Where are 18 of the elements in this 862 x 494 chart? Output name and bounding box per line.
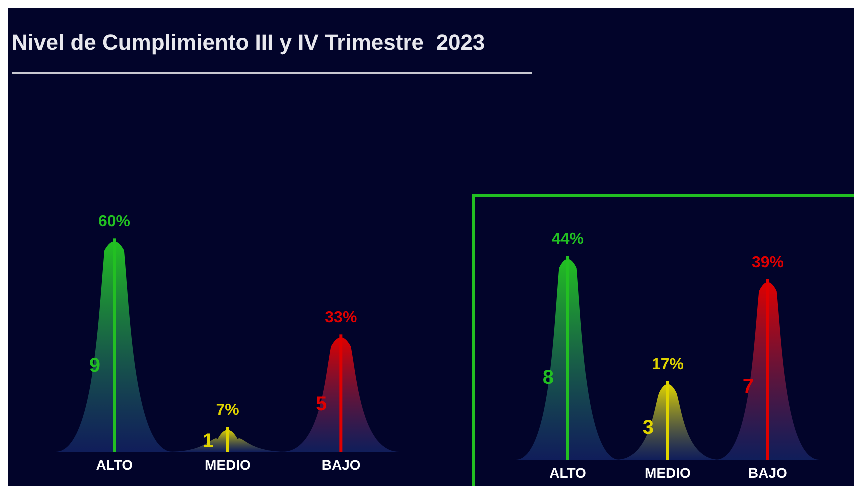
- annotation: 3: [642, 416, 654, 439]
- data-label: 17%: [652, 356, 684, 374]
- x-tick-label: BAJO: [748, 464, 788, 481]
- x-tick-label: BAJO: [322, 456, 361, 473]
- annotation: 1: [202, 430, 214, 452]
- data-label: 60%: [98, 214, 131, 231]
- x-tick-label: ALTO: [96, 456, 134, 473]
- data-label: 39%: [752, 254, 784, 272]
- data-label: 44%: [552, 231, 584, 248]
- chart-title: Nivel de Cumplimiento III y IV Trimestre 2023: [12, 30, 486, 56]
- data-label: 33%: [325, 310, 358, 327]
- data-label: 7%: [216, 402, 240, 420]
- annotation: 5: [316, 393, 328, 416]
- annotation: 7: [742, 376, 754, 398]
- x-tick-label: MEDIO: [205, 456, 252, 473]
- annotation: 8: [542, 366, 554, 389]
- x-tick-label: MEDIO: [645, 464, 692, 481]
- x-tick-label: ALTO: [550, 464, 587, 481]
